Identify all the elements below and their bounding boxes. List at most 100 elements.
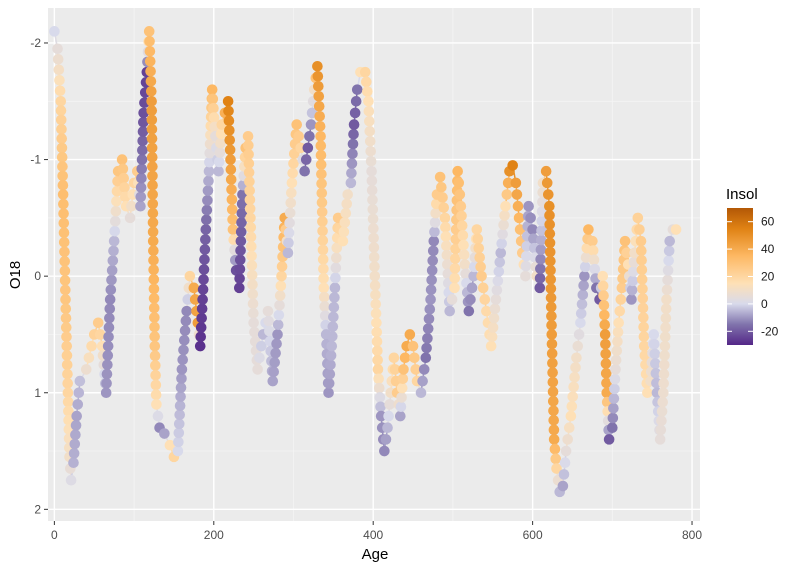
data-point	[351, 84, 363, 95]
data-point	[213, 156, 225, 168]
data-point	[365, 145, 376, 157]
data-point	[319, 301, 331, 312]
data-point	[446, 294, 458, 305]
data-point	[383, 410, 394, 422]
data-point	[346, 167, 357, 179]
data-point	[316, 168, 327, 180]
data-point	[287, 167, 298, 179]
data-point	[588, 254, 600, 266]
data-point	[373, 373, 384, 385]
data-point	[475, 261, 486, 273]
data-point	[626, 294, 637, 305]
data-point	[146, 133, 158, 144]
data-point	[660, 322, 671, 333]
data-point	[273, 309, 285, 321]
data-point	[150, 389, 162, 400]
data-point	[661, 294, 672, 305]
data-point	[372, 364, 384, 375]
data-point	[360, 76, 372, 88]
data-point	[72, 399, 84, 410]
y-axis-title: O18	[7, 261, 24, 289]
data-point	[557, 480, 569, 492]
data-point	[545, 283, 557, 294]
data-point	[274, 300, 285, 311]
data-point	[293, 130, 304, 142]
data-point	[267, 375, 279, 387]
data-point	[456, 210, 467, 222]
data-point	[60, 294, 71, 305]
data-point	[380, 434, 392, 445]
data-point	[493, 266, 505, 277]
data-point	[502, 177, 514, 189]
data-point	[60, 284, 71, 296]
data-point	[476, 270, 487, 282]
data-point	[268, 366, 280, 378]
data-point	[490, 294, 502, 305]
data-point	[348, 119, 360, 130]
data-point	[346, 158, 358, 169]
data-point	[147, 198, 159, 210]
data-point	[313, 80, 324, 92]
data-point	[450, 253, 461, 264]
data-point	[441, 240, 452, 252]
data-point	[420, 352, 432, 364]
data-point	[449, 263, 461, 274]
data-point	[312, 70, 324, 82]
data-point	[363, 105, 375, 117]
data-point	[507, 160, 518, 171]
data-point	[468, 270, 479, 282]
data-point	[638, 340, 650, 352]
data-point	[368, 232, 379, 244]
data-point	[245, 212, 256, 224]
data-point	[182, 294, 194, 305]
x-axis: 0 200 400 600 800	[51, 521, 702, 542]
series-segment	[393, 357, 398, 393]
data-point	[598, 290, 609, 301]
data-point	[111, 195, 122, 207]
data-point	[204, 156, 215, 168]
data-point	[176, 373, 187, 384]
data-point	[74, 375, 86, 387]
data-point	[318, 282, 330, 294]
data-point	[315, 149, 327, 161]
data-point	[373, 382, 385, 394]
data-point	[404, 329, 416, 340]
data-point	[108, 245, 119, 257]
y-tick-label: -2	[30, 36, 41, 50]
data-point	[527, 224, 538, 235]
data-point	[83, 352, 95, 364]
data-point	[226, 204, 238, 215]
data-point	[60, 303, 72, 315]
data-point	[148, 293, 160, 304]
data-point	[597, 270, 609, 282]
data-point	[225, 164, 237, 175]
data-point	[521, 250, 532, 262]
data-point	[425, 284, 437, 296]
data-point	[245, 222, 257, 233]
data-point	[286, 187, 297, 199]
data-point	[459, 259, 471, 270]
data-point	[174, 409, 185, 421]
data-point	[579, 261, 591, 273]
data-point	[318, 291, 330, 303]
data-point	[415, 387, 427, 399]
data-point	[136, 172, 147, 184]
data-point	[479, 294, 491, 305]
data-point	[488, 312, 500, 324]
data-point	[547, 367, 558, 378]
data-point	[225, 154, 236, 165]
data-point	[254, 352, 265, 364]
data-point	[201, 204, 213, 216]
data-point	[299, 165, 310, 177]
data-point	[63, 405, 74, 417]
data-point	[535, 263, 546, 275]
data-point	[492, 275, 504, 287]
data-point	[366, 185, 378, 196]
data-point	[559, 457, 571, 469]
data-point	[551, 463, 562, 474]
data-point	[147, 170, 158, 182]
data-point	[384, 399, 395, 410]
data-point	[542, 189, 554, 200]
data-point	[70, 429, 81, 441]
